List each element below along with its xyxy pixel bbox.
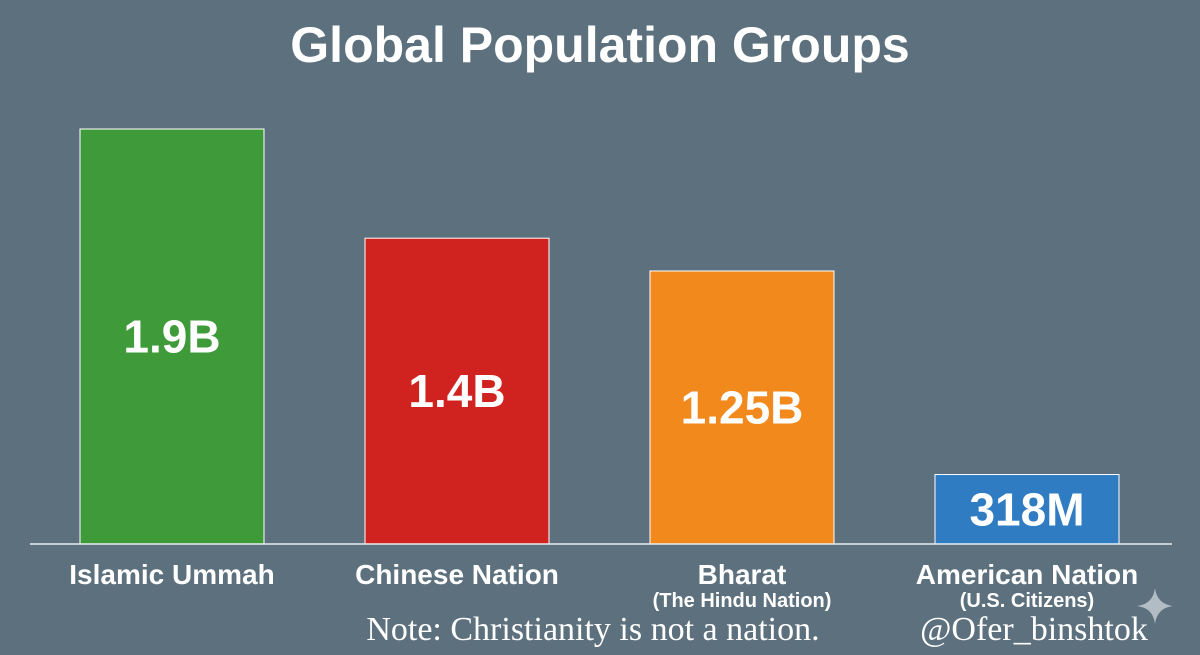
bar-1 (364, 237, 550, 545)
author-handle: @Ofer_binshtok (920, 611, 1148, 648)
bar-value-label-0: 1.9B (123, 311, 220, 363)
bar-value-label-1: 1.4B (408, 365, 505, 417)
bar-0 (79, 128, 265, 545)
bar-value-label-2: 1.25B (681, 381, 804, 433)
footer-note: Note: Christianity is not a nation. (366, 611, 819, 648)
bar-value-label-3: 318M (969, 483, 1084, 535)
category-sublabel-2: (The Hindu Nation) (653, 590, 832, 612)
category-labels-group: Islamic Ummah Chinese Nation Bharat(The Hi… (69, 559, 1138, 612)
category-label-1: Chinese Nation (355, 559, 559, 590)
category-sublabel-3: (U.S. Citizens) (960, 590, 1094, 612)
bar-3 (934, 474, 1120, 545)
category-label-2: Bharat (698, 559, 787, 590)
category-label-0: Islamic Ummah (69, 559, 274, 590)
chart-title: Global Population Groups (290, 17, 909, 73)
bars-group: 1.9B 1.4B 1.25B 318M (79, 128, 1120, 545)
category-label-3: American Nation (916, 559, 1139, 590)
bar-2 (649, 270, 835, 545)
sparkle-icon (1137, 588, 1173, 624)
